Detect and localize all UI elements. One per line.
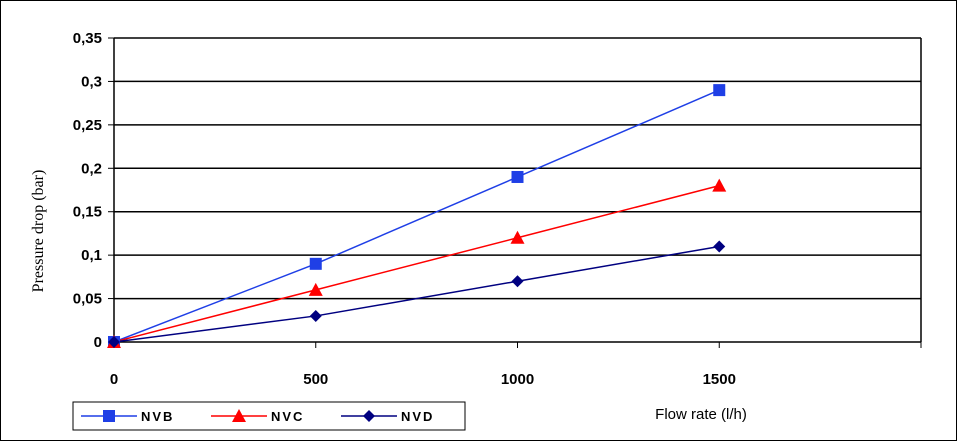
gridlines	[114, 37, 921, 300]
legend-marker-nvc	[232, 409, 246, 422]
y-axis-label: Pressure drop (bar)	[30, 170, 47, 293]
data-point-nvd	[309, 309, 322, 322]
series-line-nvb	[113, 89, 720, 343]
y-tick-label: 0,05	[73, 291, 102, 308]
y-tick-label: 0,15	[73, 204, 102, 221]
x-axis-label: Flow rate (l/h)	[655, 406, 747, 423]
y-tick-label: 0	[94, 334, 102, 351]
data-point-nvc	[510, 230, 525, 244]
data-point-nvd	[108, 336, 120, 348]
data-point-nvb	[713, 84, 726, 97]
y-tick-label: 0,1	[81, 247, 102, 264]
series-lines	[113, 89, 720, 343]
series-line-nvd	[113, 245, 720, 343]
x-tick-label: 1500	[703, 371, 736, 388]
x-tick-label: 500	[303, 371, 328, 388]
legend-marker-nvb	[103, 410, 115, 422]
axes	[108, 37, 922, 348]
y-tick-label: 0,25	[73, 117, 102, 134]
legend-marker-nvd	[363, 410, 375, 422]
x-tick-label: 1000	[501, 371, 534, 388]
x-tick-labels: 0 500 1000 1500	[110, 371, 736, 388]
legend-box	[72, 401, 466, 431]
data-point-nvd	[713, 240, 726, 253]
series-line-nvc	[113, 184, 720, 343]
data-point-nvc	[308, 282, 323, 296]
legend-label-nvd: NVD	[401, 409, 434, 424]
legend-label-nvb: NVB	[141, 409, 174, 424]
x-tick-label: 0	[110, 371, 118, 388]
legend-label-nvc: NVC	[271, 409, 304, 424]
data-point-nvb	[309, 257, 322, 270]
series-markers	[107, 84, 727, 348]
y-tick-label: 0,35	[73, 30, 102, 47]
y-tick-labels: 0 0,05 0,1 0,15 0,2 0,25 0,3 0,35	[73, 30, 102, 351]
y-tick-label: 0,2	[81, 160, 102, 177]
data-point-nvc	[712, 178, 727, 192]
data-point-nvd	[511, 275, 524, 288]
legend: NVB NVC NVD	[72, 401, 466, 431]
data-point-nvb	[511, 170, 524, 183]
y-tick-label: 0,3	[81, 73, 102, 90]
